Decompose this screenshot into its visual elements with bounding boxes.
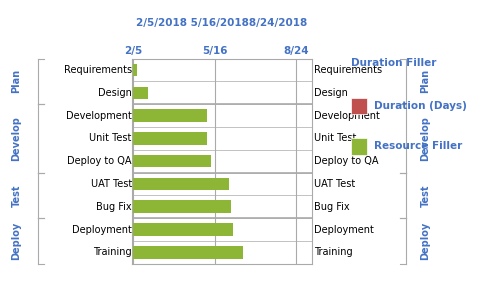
Text: Duration (Days): Duration (Days) [374,101,467,111]
Bar [133,200,231,213]
Text: Develop: Develop [421,116,430,161]
Bar [133,86,148,99]
Text: UAT Test: UAT Test [314,179,355,189]
Text: Development: Development [314,110,380,121]
Text: Deploy: Deploy [12,222,21,260]
Text: Deployment: Deployment [314,224,374,234]
Text: Requirements: Requirements [63,65,132,75]
Text: Develop: Develop [12,116,21,161]
Text: Deploy to QA: Deploy to QA [314,156,379,166]
Text: Design: Design [314,88,348,98]
Text: Design: Design [98,88,132,98]
Text: Bug Fix: Bug Fix [96,202,132,212]
Bar [133,246,243,259]
Bar [133,64,138,76]
Bar [133,155,211,167]
Text: UAT Test: UAT Test [90,179,132,189]
Text: Test: Test [421,184,430,207]
Text: Requirements: Requirements [314,65,382,75]
Bar [133,223,233,236]
Bar [133,178,229,190]
Text: Deploy: Deploy [421,222,430,260]
Text: Unit Test: Unit Test [314,133,356,143]
Text: Development: Development [66,110,132,121]
Text: Test: Test [12,184,21,207]
Bar [351,98,367,114]
Text: Training: Training [314,247,353,257]
Bar [351,138,367,154]
Text: Unit Test: Unit Test [89,133,132,143]
Bar [133,132,206,145]
Text: Duration Filler: Duration Filler [351,58,437,68]
Text: Plan: Plan [12,69,21,93]
Text: Plan: Plan [421,69,430,93]
Text: Resource Filler: Resource Filler [374,142,462,151]
Text: Deployment: Deployment [72,224,132,234]
Text: 2/5/2018 5/16/20188/24/2018: 2/5/2018 5/16/20188/24/2018 [137,18,307,28]
Text: Bug Fix: Bug Fix [314,202,350,212]
Bar [133,109,206,122]
Text: Training: Training [93,247,132,257]
Text: Deploy to QA: Deploy to QA [67,156,132,166]
